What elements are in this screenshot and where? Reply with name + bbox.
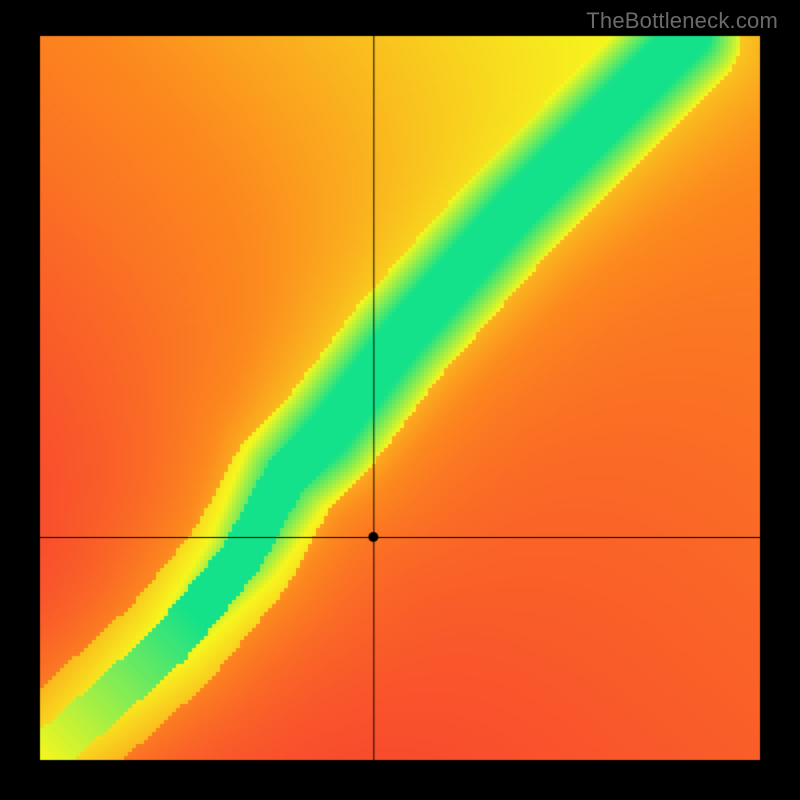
bottleneck-heatmap <box>0 0 800 800</box>
watermark-text: TheBottleneck.com <box>586 8 778 34</box>
chart-container: TheBottleneck.com <box>0 0 800 800</box>
